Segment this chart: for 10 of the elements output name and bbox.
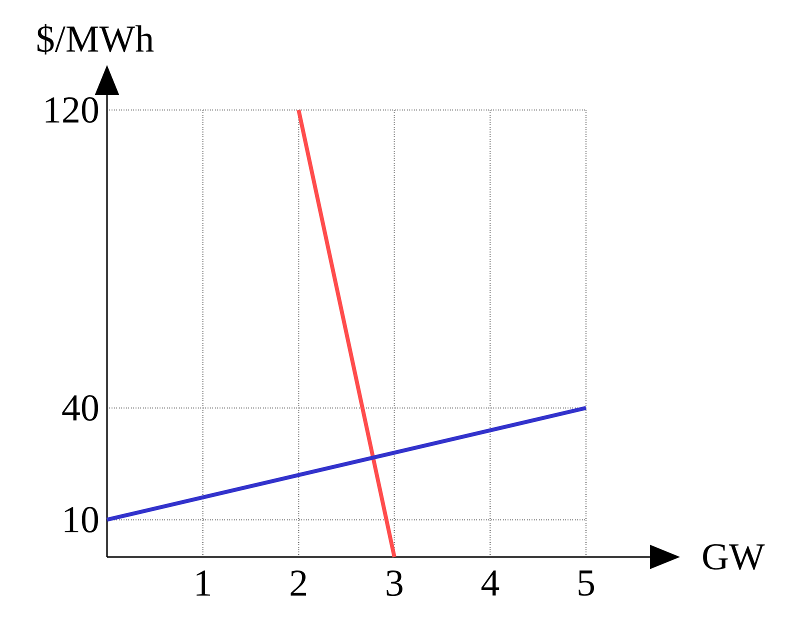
x-tick-label: 1 bbox=[196, 570, 210, 596]
y-tick-label: 40 bbox=[62, 395, 98, 421]
x-axis-title: GW bbox=[703, 544, 765, 570]
y-tick-label: 120 bbox=[46, 97, 98, 123]
x-tick-label: 2 bbox=[290, 570, 306, 596]
x-tick-label: 4 bbox=[481, 570, 500, 596]
x-tick-label: 5 bbox=[578, 570, 594, 596]
x-tick-label: 3 bbox=[386, 570, 402, 596]
y-tick-label: 10 bbox=[64, 506, 98, 533]
y-axis-title: $/MWh bbox=[38, 24, 154, 54]
